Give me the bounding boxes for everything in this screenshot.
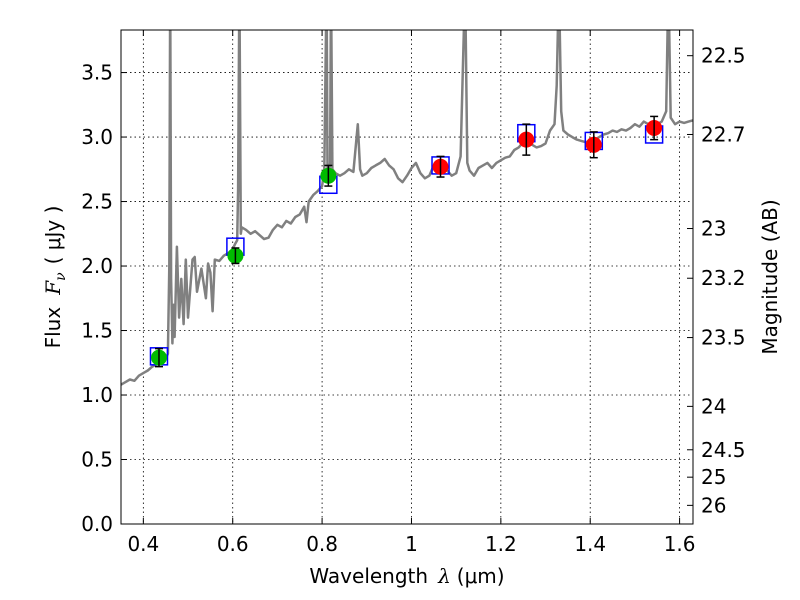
x-tick-label: 0.8 — [306, 532, 338, 556]
y-axis-label-subscript: ν — [53, 272, 69, 281]
magnitude-tick-label: 22.5 — [701, 44, 746, 68]
x-axis-label-unit: (μm) — [457, 564, 505, 588]
x-axis-label-prefix: Wavelength — [309, 564, 428, 588]
magnitude-tick-label: 26 — [701, 493, 726, 517]
y-axis-label-symbol: F — [41, 280, 65, 296]
x-tick-label: 1.4 — [574, 532, 606, 556]
y-tick-label: 0.0 — [81, 512, 113, 536]
magnitude-tick-label: 24.5 — [701, 438, 746, 462]
x-axis-label: Wavelength λ (μm) — [309, 564, 504, 588]
axis-ticks: 0.4 0.6 0.8 1 1.2 1.4 1.6 0.0 0.5 1.0 1.5 2.0 2.5 3.0… — [81, 30, 746, 556]
magnitude-tick-label: 23.5 — [701, 326, 746, 350]
spectrum-line — [121, 30, 693, 386]
magnitude-tick-label: 22.7 — [701, 122, 746, 146]
x-axis-label-symbol: λ — [437, 564, 451, 588]
plot-frame — [120, 29, 694, 525]
x-tick-label: 1.2 — [485, 532, 517, 556]
spectrum-layer — [121, 30, 693, 386]
y-tick-label: 2.0 — [81, 254, 113, 278]
x-tick-label: 1.6 — [664, 532, 696, 556]
y-tick-label: 0.5 — [81, 448, 113, 472]
y-tick-label: 3.0 — [81, 125, 113, 149]
y-tick-label: 2.5 — [81, 190, 113, 214]
magnitude-axis-label: Magnitude (AB) — [758, 199, 782, 354]
x-tick-label: 1 — [405, 532, 418, 556]
y-axis-label: Flux Fν ( μJy ) — [41, 206, 69, 349]
x-tick-label: 0.6 — [217, 532, 249, 556]
magnitude-tick-label: 23.2 — [701, 266, 746, 290]
plot-area — [121, 30, 693, 524]
y-tick-label: 3.5 — [81, 61, 113, 85]
y-tick-label: 1.5 — [81, 319, 113, 343]
y-tick-label: 1.0 — [81, 383, 113, 407]
y-axis-label-unit: ( μJy ) — [41, 206, 65, 265]
magnitude-tick-label: 23 — [701, 217, 726, 241]
x-tick-label: 0.4 — [127, 532, 159, 556]
magnitude-tick-label: 25 — [701, 465, 726, 489]
y-axis-label-prefix: Flux — [41, 307, 65, 349]
magnitude-tick-label: 24 — [701, 394, 726, 418]
observed-layer — [150, 115, 663, 368]
